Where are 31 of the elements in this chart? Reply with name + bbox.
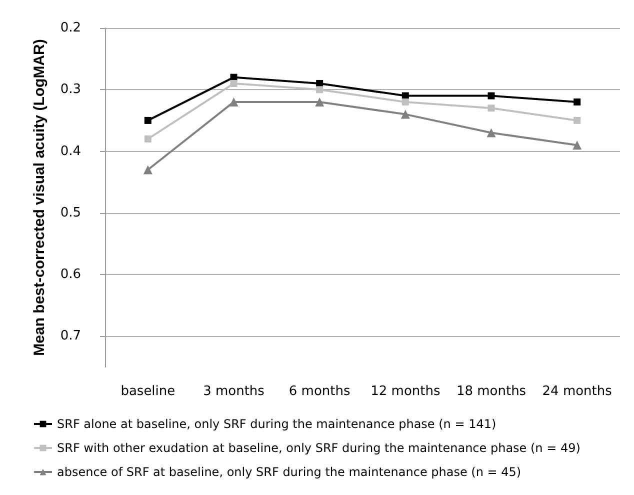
point: [315, 97, 324, 106]
point: [144, 116, 152, 124]
point: [488, 92, 495, 100]
point: [316, 86, 324, 94]
point: [400, 110, 410, 119]
y-axis-title: Mean best-corrected visual acuity (LogMAR): [31, 39, 48, 356]
x-tick-label: 12 months: [370, 384, 440, 399]
point: [574, 116, 581, 124]
y-tick-label: 0.4: [60, 144, 81, 159]
point: [143, 165, 152, 174]
x-tick-label: 3 months: [203, 384, 265, 399]
y-tick-label: 0.6: [60, 267, 81, 282]
y-tick-label: 0.2: [60, 20, 81, 36]
legend-label: SRF with other exudation at baseline, only SRF during the maintenance phase (n = 49): [57, 441, 580, 455]
point: [574, 98, 581, 106]
legend-label: absence of SRF at baseline, only SRF during the maintenance phase (n = 45): [57, 465, 522, 479]
point: [229, 97, 238, 106]
x-tick-label: 6 months: [288, 384, 350, 399]
point: [572, 140, 582, 150]
legend-label: SRF alone at baseline, only SRF during the maintenance phase (n = 141): [57, 417, 496, 431]
point: [230, 80, 238, 87]
point: [488, 104, 495, 112]
x-tick-label: 24 months: [542, 384, 612, 399]
y-tick-label: 0.3: [60, 82, 81, 98]
y-tick-label: 0.7: [60, 328, 81, 344]
point: [144, 135, 152, 142]
y-tick-label: 0.5: [60, 205, 81, 220]
point: [486, 128, 496, 138]
x-tick-label: 18 months: [456, 384, 526, 399]
point: [402, 98, 409, 106]
x-tick-label: baseline: [120, 384, 176, 399]
